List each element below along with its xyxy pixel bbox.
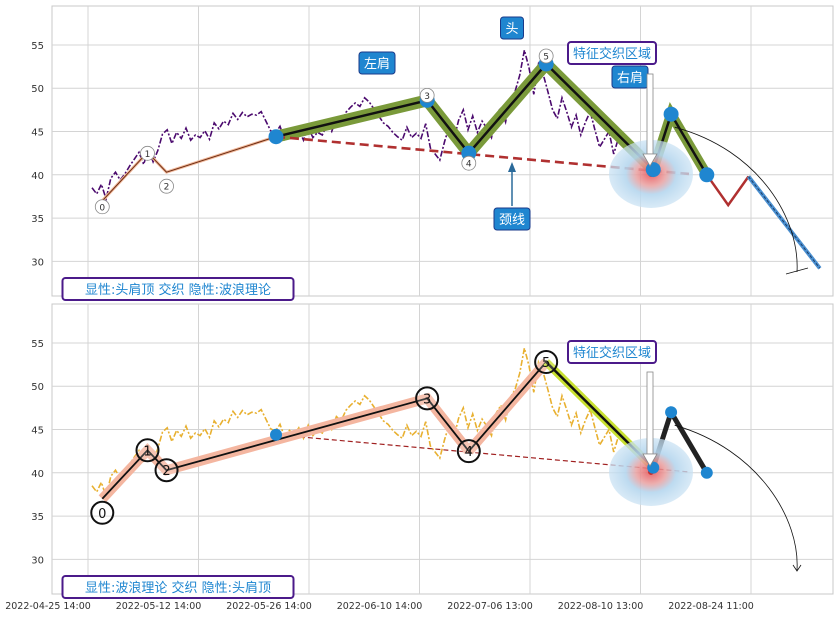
wave-marker bbox=[415, 386, 440, 411]
projection-blue-dash bbox=[748, 176, 821, 269]
legend-box-box bbox=[61, 575, 295, 599]
neckline-label: 颈线 bbox=[493, 207, 531, 231]
hs-point bbox=[663, 106, 679, 122]
y-tick-label: 40 bbox=[31, 171, 44, 182]
wave-marker bbox=[538, 48, 554, 64]
legend-box-box bbox=[61, 277, 295, 301]
hs-point bbox=[665, 406, 678, 419]
feature-zone-arrowhead bbox=[642, 453, 658, 467]
wave-marker bbox=[456, 439, 481, 464]
feature-zone-label-text: 特征交织区域 bbox=[573, 345, 651, 361]
left-shoulder-label: 左肩 bbox=[358, 51, 396, 75]
feature-zone-arrow bbox=[646, 371, 654, 455]
y-tick-label: 30 bbox=[31, 257, 44, 268]
neckline-arrowhead bbox=[508, 162, 516, 172]
wave-marker bbox=[90, 500, 115, 525]
y-tick-label: 50 bbox=[31, 84, 44, 95]
legend-box-text: 显性:波浪理论 交织 隐性:头肩顶 bbox=[85, 580, 271, 596]
wave-marker-label: 4 bbox=[466, 160, 472, 170]
hs-point bbox=[699, 167, 715, 183]
right-shoulder-label: 右肩 bbox=[611, 65, 649, 89]
head-label: 头 bbox=[500, 16, 524, 40]
wave-marker bbox=[534, 350, 559, 374]
wave-marker bbox=[159, 178, 174, 194]
hs-point bbox=[268, 129, 284, 145]
wave-marker bbox=[140, 145, 155, 161]
y-tick-label: 30 bbox=[31, 555, 44, 566]
hs-point bbox=[700, 466, 713, 479]
x-tick-label: 2022-05-26 14:00 bbox=[226, 601, 312, 612]
wave-marker-label: 3 bbox=[423, 392, 431, 407]
y-tick-label: 45 bbox=[31, 426, 44, 437]
wave-line bbox=[101, 136, 277, 202]
wave-marker-label: 1 bbox=[143, 444, 151, 459]
wave-marker-label: 5 bbox=[542, 356, 550, 371]
wave-marker bbox=[135, 438, 160, 463]
y-tick-label: 50 bbox=[31, 382, 44, 393]
projection-red bbox=[705, 174, 750, 208]
y-tick-label: 45 bbox=[31, 128, 44, 139]
wave-marker-label: 4 bbox=[465, 445, 473, 460]
x-tick-label: 2022-08-24 11:00 bbox=[668, 601, 754, 612]
x-tick-label: 2022-05-12 14:00 bbox=[116, 601, 202, 612]
feature-zone-arrow bbox=[646, 73, 654, 155]
head-label-text: 头 bbox=[505, 22, 518, 37]
wave-marker bbox=[154, 458, 179, 483]
feature-zone-label: 特征交织区域 bbox=[567, 340, 657, 364]
y-tick-label: 35 bbox=[31, 512, 44, 523]
projection-arc bbox=[674, 424, 798, 571]
head-label-box bbox=[500, 16, 524, 40]
hs-point bbox=[270, 428, 283, 441]
neckline-label-text: 颈线 bbox=[499, 213, 525, 228]
y-tick-label: 40 bbox=[31, 469, 44, 480]
wave-marker-label: 1 bbox=[145, 150, 151, 160]
wave-marker-label: 3 bbox=[424, 92, 430, 102]
x-tick-label: 2022-07-06 13:00 bbox=[447, 601, 533, 612]
y-tick-label: 55 bbox=[31, 41, 44, 52]
feature-zone-label: 特征交织区域 bbox=[567, 41, 657, 65]
feature-zone-arrowhead bbox=[642, 153, 658, 167]
x-axis: 2022-04-25 14:00 2022-05-12 14:00 2022-05-… bbox=[5, 601, 754, 612]
wave-marker-label: 0 bbox=[98, 507, 106, 522]
legend-box-text: 显性:头肩顶 交织 隐性:波浪理论 bbox=[85, 282, 271, 298]
legend-box: 显性:波浪理论 交织 隐性:头肩顶 bbox=[61, 575, 295, 599]
legend-box: 显性:头肩顶 交织 隐性:波浪理论 bbox=[61, 277, 295, 301]
feature-zone-label-box bbox=[567, 41, 657, 65]
wave-marker-label: 0 bbox=[99, 203, 105, 213]
x-tick-label: 2022-04-25 14:00 bbox=[5, 601, 91, 612]
wave-marker-label: 2 bbox=[164, 183, 170, 193]
feature-zone-label-text: 特征交织区域 bbox=[573, 46, 651, 62]
feature-zone-label-box bbox=[567, 340, 657, 364]
wave-marker bbox=[461, 155, 477, 171]
projection-arc bbox=[674, 126, 798, 273]
left-shoulder-label-box bbox=[358, 51, 396, 75]
neckline-label-box bbox=[493, 207, 531, 231]
y-tick-label: 35 bbox=[31, 214, 44, 225]
wave-marker bbox=[419, 87, 435, 103]
right-shoulder-label-text: 右肩 bbox=[617, 70, 643, 86]
hs-point bbox=[645, 162, 661, 178]
y-tick-label: 55 bbox=[31, 339, 44, 350]
projection-arc-head bbox=[792, 564, 802, 572]
projection-arc-tick bbox=[785, 267, 809, 275]
wave-marker-label: 2 bbox=[162, 464, 170, 479]
left-shoulder-label-text: 左肩 bbox=[364, 56, 390, 72]
wave-marker-label: 5 bbox=[543, 53, 549, 63]
x-tick-label: 2022-08-10 13:00 bbox=[558, 601, 644, 612]
x-tick-label: 2022-06-10 14:00 bbox=[337, 601, 423, 612]
wave-marker bbox=[94, 199, 110, 215]
